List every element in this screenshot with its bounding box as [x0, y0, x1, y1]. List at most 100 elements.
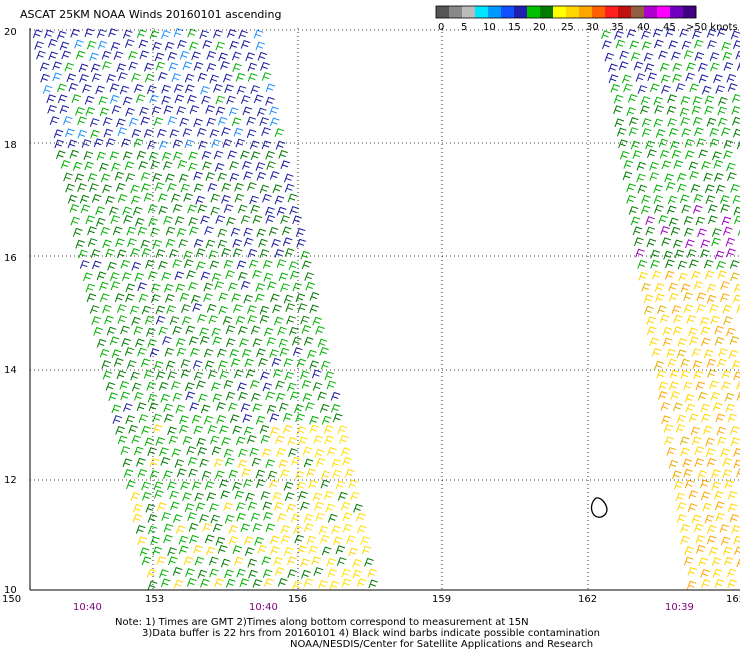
wind-barb — [201, 470, 212, 480]
wind-barb — [712, 402, 723, 412]
wind-barb — [74, 173, 85, 183]
wind-barb — [725, 327, 736, 337]
wind-barb — [292, 215, 302, 225]
wind-barb — [103, 128, 114, 138]
wind-barb — [690, 183, 701, 193]
wind-barb — [636, 173, 646, 183]
wind-barb — [138, 160, 148, 170]
wind-barb — [705, 448, 716, 457]
wind-barb — [287, 436, 297, 446]
wind-barb — [676, 172, 687, 182]
wind-barb — [87, 226, 97, 236]
wind-barb — [704, 270, 715, 280]
wind-barb — [702, 502, 712, 512]
wind-barb — [680, 447, 690, 457]
wind-barb — [298, 490, 308, 500]
wind-barb — [232, 63, 242, 72]
wind-barb — [168, 62, 179, 72]
wind-barb — [259, 424, 270, 434]
wind-barb — [729, 335, 740, 345]
wind-barb — [673, 402, 683, 412]
wind-barb — [264, 578, 274, 587]
wind-barb — [183, 250, 193, 260]
wind-barb — [187, 28, 197, 38]
color-swatch — [475, 6, 489, 18]
color-swatch — [436, 6, 450, 18]
wind-barb — [296, 426, 307, 435]
wind-barb — [137, 536, 148, 546]
wind-barb — [278, 338, 289, 348]
wind-barb — [627, 93, 638, 103]
wind-barb — [618, 61, 629, 71]
wind-barb — [283, 294, 294, 304]
wind-barb — [100, 173, 111, 183]
wind-barb — [200, 404, 211, 414]
wind-barb — [247, 315, 257, 324]
wind-barb — [126, 480, 136, 490]
wind-barb — [604, 52, 615, 62]
wind-barb — [179, 424, 189, 434]
wind-barb — [87, 238, 98, 247]
wind-barb — [215, 95, 226, 105]
wind-barb — [608, 74, 619, 84]
wind-barb — [692, 96, 703, 105]
wind-barb — [727, 490, 738, 500]
wind-barb — [279, 347, 290, 357]
wind-barb — [633, 61, 644, 71]
wind-barb — [117, 193, 128, 203]
wind-barb — [655, 128, 666, 138]
color-scale-frame — [435, 5, 697, 19]
wind-barb — [44, 29, 54, 39]
wind-barb — [668, 127, 679, 137]
wind-barb — [250, 85, 260, 94]
wind-barb — [621, 74, 632, 84]
wind-barb — [284, 183, 295, 193]
note-line-3: NOAA/NESDIS/Center for Satellite Applica… — [290, 639, 593, 650]
wind-barb — [693, 523, 704, 533]
wind-barb — [265, 83, 276, 93]
wind-barb — [706, 28, 717, 38]
wind-barb — [231, 117, 242, 127]
wind-barb — [663, 424, 674, 433]
wind-barb — [292, 282, 303, 292]
wind-barb — [223, 448, 234, 458]
wind-barb — [274, 248, 285, 258]
wind-barb — [730, 425, 740, 435]
wind-barb — [109, 206, 119, 216]
wind-barb — [348, 547, 358, 557]
wind-barb — [300, 558, 310, 568]
wind-barb — [259, 117, 269, 126]
wind-barb — [226, 28, 237, 38]
wind-barb — [208, 250, 219, 259]
wind-barb — [91, 73, 102, 82]
wind-barb — [685, 72, 695, 82]
wind-barb — [183, 259, 194, 268]
wind-barb — [303, 458, 314, 468]
wind-barb — [241, 160, 252, 170]
wind-barb — [197, 313, 207, 323]
wind-barb — [618, 139, 628, 149]
wind-barb — [660, 74, 671, 84]
wind-barb — [733, 371, 740, 381]
wind-barb — [77, 129, 88, 139]
wind-barb — [167, 426, 177, 436]
wind-barb — [247, 305, 257, 314]
wind-barb — [626, 107, 636, 116]
wind-barb — [288, 261, 299, 270]
wind-barb — [305, 402, 315, 411]
wind-barb — [299, 370, 310, 380]
wind-barb — [151, 106, 162, 115]
wind-barb — [219, 370, 230, 380]
wind-barb — [252, 214, 263, 224]
wind-barb — [233, 304, 243, 313]
wind-barb — [189, 402, 200, 412]
wind-barb — [353, 503, 363, 513]
wind-barb — [683, 215, 694, 225]
wind-barb — [171, 73, 182, 82]
wind-barb — [269, 413, 280, 423]
wind-barb — [154, 52, 165, 62]
wind-barb — [246, 129, 257, 138]
wind-barb — [147, 204, 158, 214]
wind-barb — [733, 40, 740, 49]
